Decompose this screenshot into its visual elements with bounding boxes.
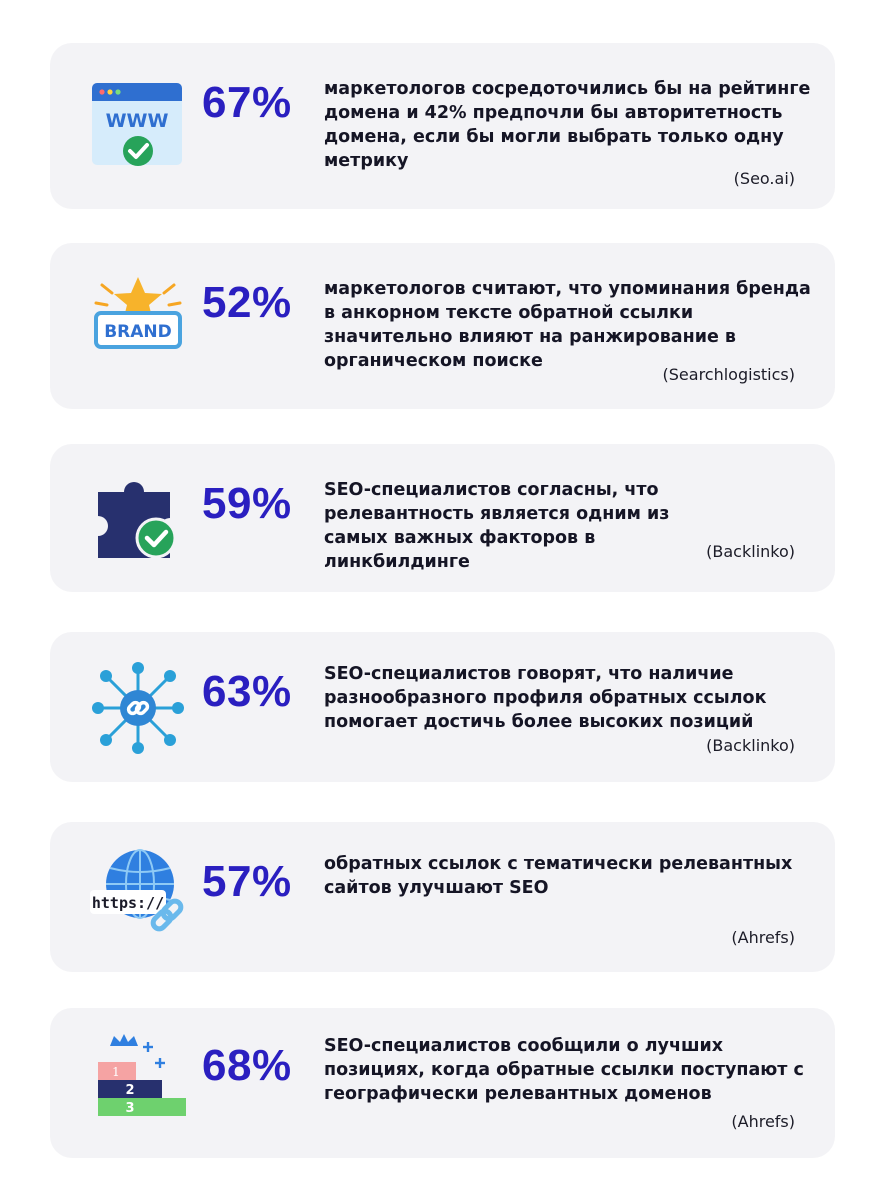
brand-star-icon: BRAND — [90, 273, 186, 369]
puzzle-check-icon — [90, 470, 186, 566]
link-network-icon — [90, 660, 186, 756]
stat-card: https:// 57% обратных ссылок с тематичес… — [50, 822, 835, 972]
stat-description: SEO-специалистов говорят, что наличие ра… — [324, 664, 767, 732]
ranking-podium-icon: 1 2 3 — [90, 1028, 186, 1124]
stat-card: BRAND 52% маркетологов считают, что упом… — [50, 243, 835, 409]
stat-source: (Searchlogistics) — [662, 365, 795, 384]
brand-label: BRAND — [104, 322, 172, 342]
stat-card: 1 2 3 68% SEO-специалистов сообщили о лу… — [50, 1008, 835, 1158]
stat-source: (Seo.ai) — [733, 169, 795, 188]
svg-text:WWW: WWW — [106, 110, 169, 132]
stat-source: (Ahrefs) — [731, 1112, 795, 1131]
stat-source: (Backlinko) — [706, 736, 795, 755]
stat-description: маркетологов считают, что упоминания бре… — [324, 279, 811, 371]
stat-percent: 52% — [202, 278, 292, 327]
stat-source: (Backlinko) — [706, 542, 795, 561]
podium-label-3: 3 — [125, 1101, 134, 1116]
stat-source: (Ahrefs) — [731, 928, 795, 947]
stat-percent: 67% — [202, 78, 292, 127]
stat-card: 59% SEO-специалистов согласны, что релев… — [50, 444, 835, 592]
stat-percent: 57% — [202, 857, 292, 906]
www-browser-check-icon: WWW — [90, 77, 186, 173]
podium-label-1: 1 — [112, 1065, 120, 1079]
podium-label-2: 2 — [125, 1083, 134, 1098]
stat-card: WWW 67% маркетологов сосредоточились бы … — [50, 43, 835, 209]
https-label: https:// — [92, 894, 164, 912]
stat-percent: 68% — [202, 1041, 292, 1090]
stat-percent: 63% — [202, 667, 292, 716]
stat-description: обратных ссылок с тематически релевантны… — [324, 854, 793, 898]
stat-percent: 59% — [202, 479, 292, 528]
stat-description: SEO-специалистов сообщили о лучших позиц… — [324, 1036, 804, 1104]
stat-description: маркетологов сосредоточились бы на рейти… — [324, 79, 811, 171]
https-globe-link-icon: https:// — [90, 846, 186, 942]
stat-description: SEO-специалистов согласны, что релевантн… — [324, 480, 670, 572]
stat-card: 63% SEO-специалистов говорят, что наличи… — [50, 632, 835, 782]
